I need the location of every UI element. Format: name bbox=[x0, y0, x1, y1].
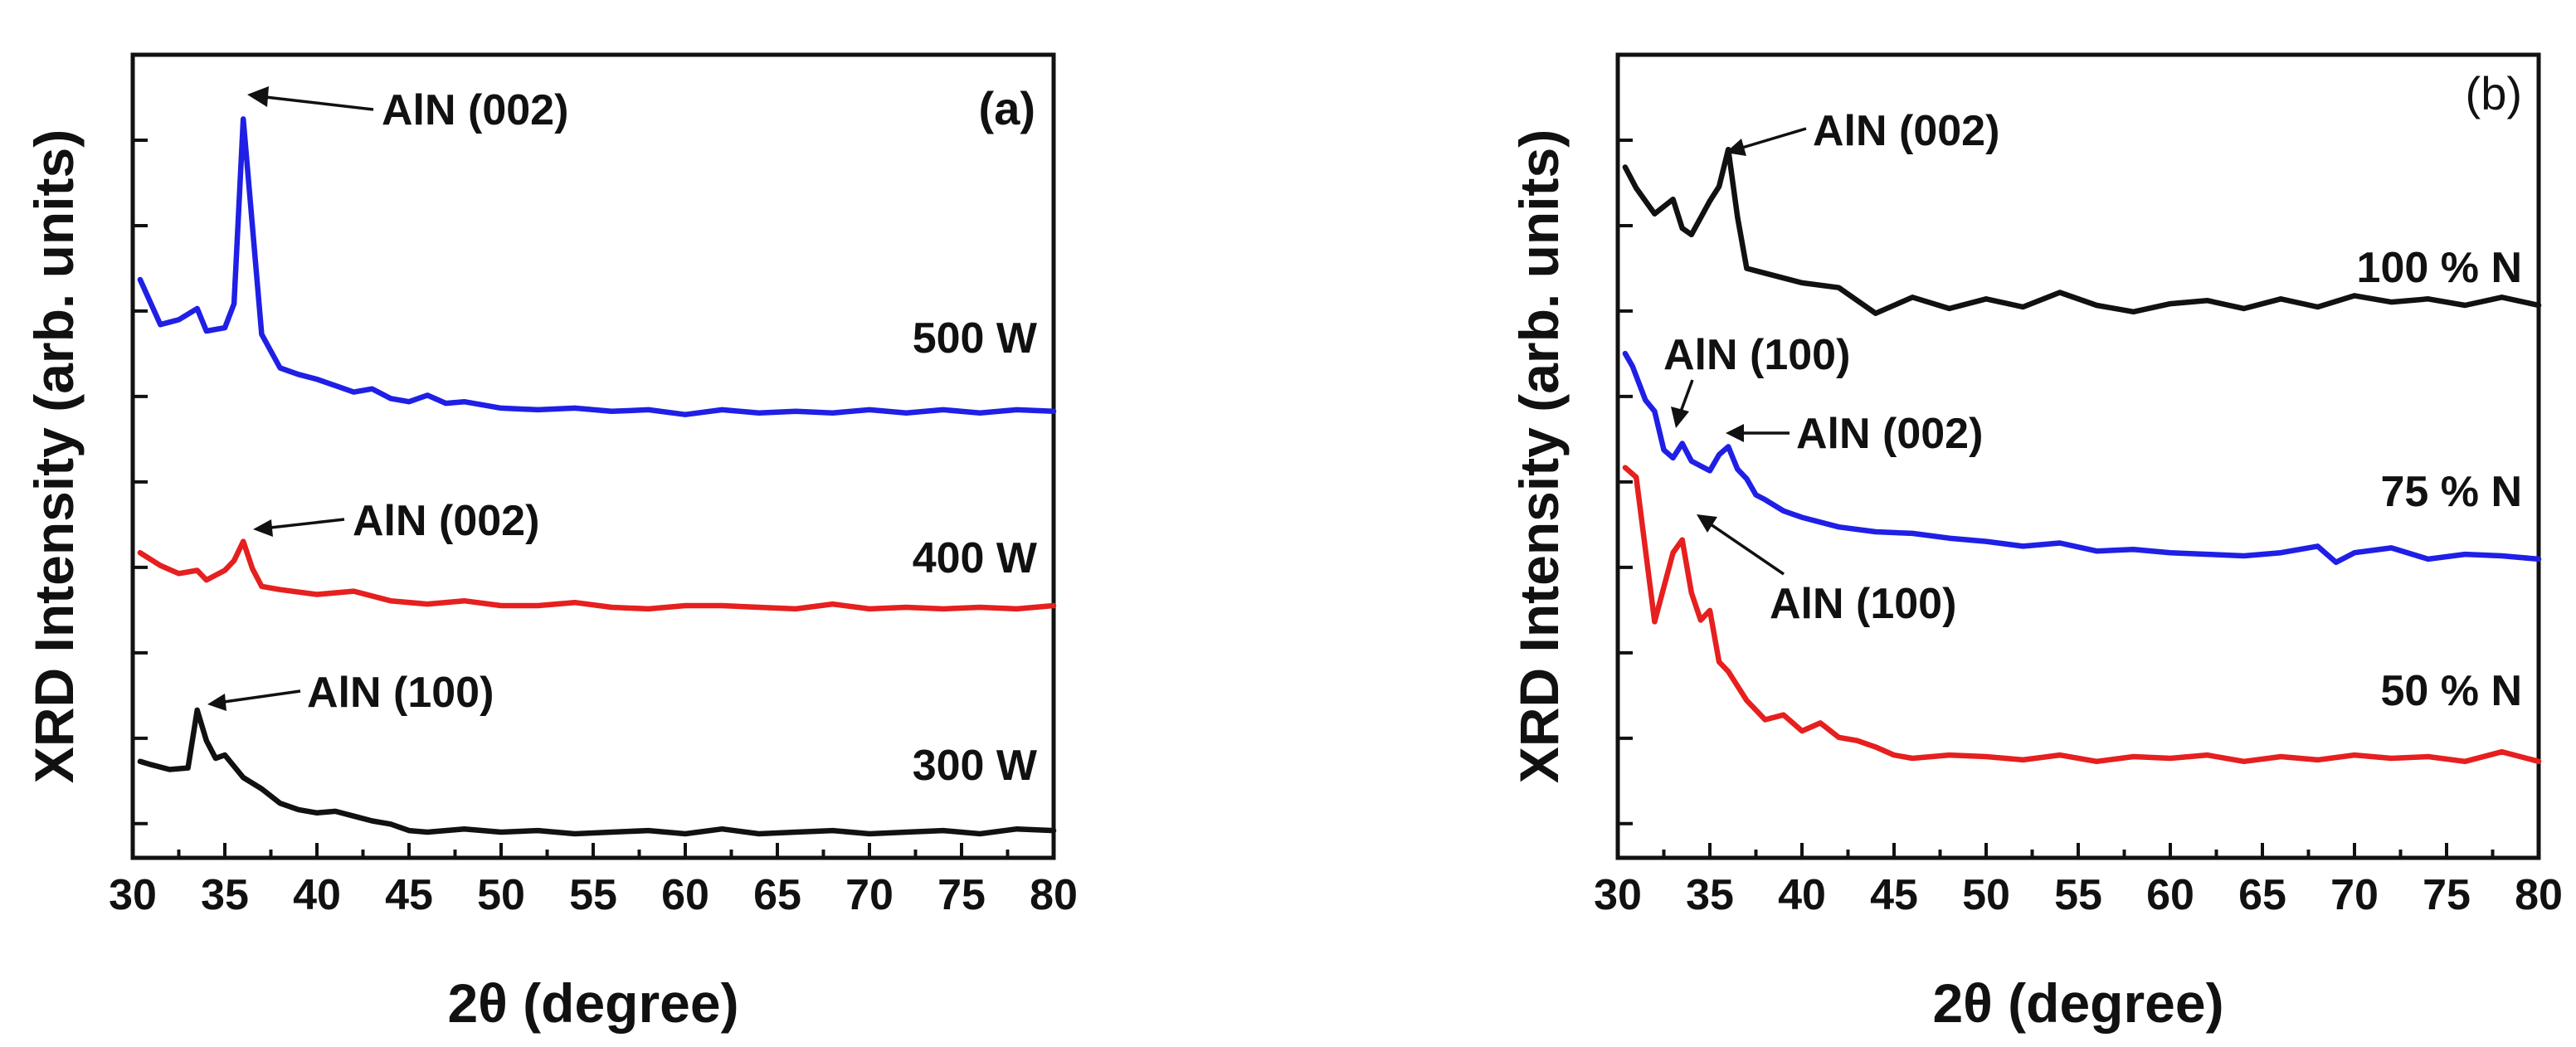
panel-a-x-tick-label-45: 45 bbox=[385, 871, 433, 919]
panel-a-x-tick-label-65: 65 bbox=[753, 871, 801, 919]
panel-a-label-500w: 500 W bbox=[913, 314, 1038, 363]
panel-a-annot-aln002-500w: AlN (002) bbox=[382, 86, 568, 134]
panel-a-arrowhead-aln002-500w bbox=[247, 86, 269, 107]
panel-a-label-400w: 400 W bbox=[913, 534, 1038, 582]
panel-b-x-tick-label-45: 45 bbox=[1870, 871, 1918, 919]
panel-b-x-tick-label-40: 40 bbox=[1778, 871, 1826, 919]
panel-b-label-50n: 50 % N bbox=[2380, 667, 2522, 715]
panel-b-x-tick-label-70: 70 bbox=[2330, 871, 2379, 919]
panel-a: 30 35 40 45 50 55 60 65 70 75 80 2θ (degree) XRD I… bbox=[23, 52, 1078, 1034]
panel-b-label-100n: 100 % N bbox=[2357, 244, 2522, 292]
panel-b: 30 35 40 45 50 55 60 65 70 75 80 2θ (degree) XRD I… bbox=[1508, 52, 2563, 1034]
panel-a-y-axis-label: XRD Intensity (arb. units) bbox=[23, 129, 85, 783]
panel-a-arrowhead-aln100-300w bbox=[207, 694, 226, 711]
panel-b-x-tick-label-50: 50 bbox=[1962, 871, 2010, 919]
panel-b-series-50-n bbox=[1622, 465, 2542, 765]
panel-b-letter: (b) bbox=[2466, 67, 2522, 119]
panel-b-series-75-n bbox=[1622, 350, 2542, 566]
panel-a-letter: (a) bbox=[979, 82, 1035, 134]
panel-a-series-400-w bbox=[137, 538, 1057, 612]
panel-b-annot-aln002-75n: AlN (002) bbox=[1796, 410, 1983, 458]
panel-b-x-tick-label-35: 35 bbox=[1686, 871, 1734, 919]
panel-a-x-tick-label-55: 55 bbox=[569, 871, 617, 919]
panel-b-annot-aln100-75n: AlN (100) bbox=[1663, 331, 1850, 379]
panel-a-x-tick-label-70: 70 bbox=[845, 871, 894, 919]
panel-b-arrow-aln002-100n bbox=[1741, 127, 1807, 149]
panel-b-x-tick-label-55: 55 bbox=[2054, 871, 2102, 919]
panel-b-x-tick-label-80: 80 bbox=[2515, 871, 2563, 919]
panel-b-series-100-n bbox=[1622, 146, 2542, 316]
panel-b-annot-aln100-50n: AlN (100) bbox=[1770, 580, 1956, 628]
panel-a-ticks bbox=[131, 138, 1055, 858]
panel-b-annot-aln002-100n: AlN (002) bbox=[1813, 107, 1999, 155]
panel-a-arrow-aln002-500w bbox=[265, 95, 374, 111]
panel-b-y-axis-label: XRD Intensity (arb. units) bbox=[1508, 129, 1570, 783]
panel-a-tick-labels: 30 35 40 45 50 55 60 65 70 75 80 bbox=[109, 871, 1078, 919]
panel-a-x-tick-label-50: 50 bbox=[477, 871, 525, 919]
panel-b-arrowhead-aln100-75n bbox=[1671, 407, 1689, 428]
panel-a-x-tick-label-30: 30 bbox=[109, 871, 157, 919]
panel-a-x-axis-label: 2θ (degree) bbox=[447, 972, 738, 1034]
panel-b-ticks bbox=[1616, 138, 2540, 858]
panel-b-arrow-aln100-75n bbox=[1679, 379, 1694, 412]
panel-b-x-axis-label: 2θ (degree) bbox=[1932, 972, 2223, 1034]
panel-a-series bbox=[137, 116, 1057, 837]
panel-a-label-300w: 300 W bbox=[913, 742, 1038, 790]
panel-a-x-tick-label-35: 35 bbox=[201, 871, 249, 919]
panel-a-x-tick-label-75: 75 bbox=[937, 871, 986, 919]
panel-b-x-tick-label-75: 75 bbox=[2423, 871, 2471, 919]
panel-a-plot-frame bbox=[130, 52, 1056, 860]
panel-b-arrowhead-aln100-50n bbox=[1697, 514, 1717, 533]
panel-a-x-tick-label-80: 80 bbox=[1030, 871, 1078, 919]
panel-a-x-tick-label-60: 60 bbox=[661, 871, 709, 919]
panel-a-annot-aln100-300w: AlN (100) bbox=[307, 669, 494, 717]
panel-a-x-tick-label-40: 40 bbox=[293, 871, 341, 919]
panel-b-x-tick-label-65: 65 bbox=[2238, 871, 2286, 919]
panel-a-series-500-w bbox=[137, 116, 1057, 417]
panel-b-arrowhead-aln002-100n bbox=[1726, 139, 1746, 156]
panel-b-arrowhead-aln002-75n bbox=[1726, 424, 1744, 442]
panel-a-arrowhead-aln002-400w bbox=[253, 519, 273, 537]
panel-b-arrow-aln100-50n bbox=[1710, 523, 1785, 576]
panel-a-arrow-aln002-400w bbox=[270, 518, 345, 529]
panel-b-x-tick-label-30: 30 bbox=[1594, 871, 1642, 919]
panel-b-x-tick-label-60: 60 bbox=[2146, 871, 2194, 919]
panel-a-series-300-w bbox=[137, 707, 1057, 837]
panel-b-plot-frame bbox=[1615, 52, 2541, 860]
panel-a-arrow-aln100-300w bbox=[223, 689, 301, 704]
panel-b-tick-labels: 30 35 40 45 50 55 60 65 70 75 80 bbox=[1594, 871, 2563, 919]
panel-b-label-75n: 75 % N bbox=[2380, 468, 2522, 516]
panel-b-series bbox=[1622, 146, 2542, 765]
panel-a-annot-aln002-400w: AlN (002) bbox=[353, 497, 539, 545]
